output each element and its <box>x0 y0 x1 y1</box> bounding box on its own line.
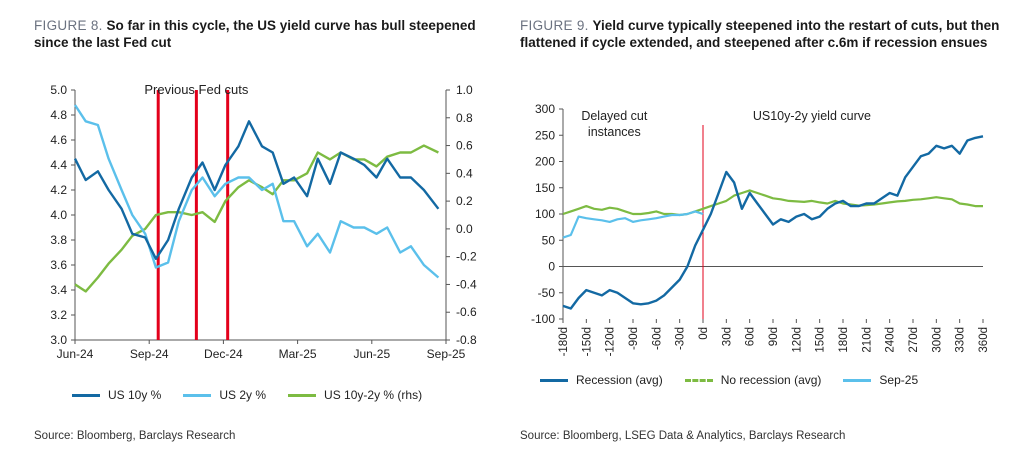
legend-label-sep25: Sep-25 <box>879 373 919 387</box>
y-tick-label: 200 <box>535 155 555 169</box>
figure8-source: Source: Bloomberg, Barclays Research <box>34 430 236 442</box>
legend-item-no-recession: No recession (avg) <box>684 373 822 387</box>
series-line-no-recession-avg <box>562 189 983 217</box>
x-tick-label: 300d <box>931 327 943 353</box>
fed-cuts-annotation: Previous Fed cuts <box>144 82 249 97</box>
y-tick-label: 150 <box>535 181 555 195</box>
delayed-cut-annotation-line: instances <box>588 125 641 139</box>
x-tick-label: -180d <box>558 327 570 356</box>
left-y-tick-label: 5.0 <box>50 83 67 97</box>
legend-swatch-spread <box>288 393 317 397</box>
figure9-number: FIGURE 9. <box>520 18 589 33</box>
x-tick-label: 180d <box>838 327 850 353</box>
figure9-legend: Recession (avg) No recession (avg) Sep-2… <box>540 373 940 387</box>
figure9-source: Source: Bloomberg, LSEG Data & Analytics… <box>520 430 846 442</box>
legend-swatch-sep25 <box>843 378 872 382</box>
legend-item-spread: US 10y-2y % (rhs) <box>288 388 422 402</box>
left-y-tick-label: 3.0 <box>50 333 67 347</box>
right-y-tick-label: -0.8 <box>456 333 477 347</box>
x-tick-label: -150d <box>581 327 593 356</box>
right-y-tick-label: 0.2 <box>456 194 473 208</box>
figure9-title: FIGURE 9. Yield curve typically steepene… <box>520 17 1000 51</box>
x-tick-label: Mar-25 <box>279 347 317 361</box>
right-y-tick-label: 0.4 <box>456 166 473 180</box>
x-tick-label: 330d <box>955 327 967 353</box>
series-line-us-10y <box>73 120 440 261</box>
x-tick-label: -120d <box>605 327 617 356</box>
left-y-tick-label: 4.2 <box>50 183 67 197</box>
legend-swatch-no-recession <box>684 378 713 382</box>
y-tick-label: 300 <box>535 102 555 116</box>
left-y-tick-label: 3.8 <box>50 233 67 247</box>
figure8-legend: US 10y % US 2y % US 10y-2y % (rhs) <box>72 388 444 402</box>
left-y-tick-label: 4.0 <box>50 208 67 222</box>
x-tick-label: 360d <box>978 327 990 353</box>
x-tick-label: -90d <box>628 327 640 350</box>
right-y-tick-label: 0.8 <box>456 111 473 125</box>
y-tick-label: -100 <box>531 312 555 326</box>
legend-item-us2y: US 2y % <box>183 388 266 402</box>
x-tick-label: Sep-25 <box>427 347 466 361</box>
x-tick-label: 210d <box>861 327 873 353</box>
figure8-number: FIGURE 8. <box>34 18 103 33</box>
series-line-us-10y-2y-rhs <box>74 144 439 293</box>
x-tick-label: 90d <box>768 327 780 346</box>
figure8-chart: 3.0 3.2 3.4 3.6 3.8 4.0 4.2 4.4 4.6 4.8 5.0 -0.8 -0.… <box>50 82 477 361</box>
x-tick-label: 30d <box>721 327 733 346</box>
x-tick-label: Dec-24 <box>204 347 243 361</box>
legend-item-us10y: US 10y % <box>72 388 161 402</box>
x-tick-label: Sep-24 <box>130 347 169 361</box>
x-tick-label: 270d <box>908 327 920 353</box>
legend-swatch-us10y <box>72 393 100 397</box>
legend-item-sep25: Sep-25 <box>843 373 918 387</box>
x-tick-label: -30d <box>675 327 687 350</box>
left-y-tick-label: 3.2 <box>50 308 67 322</box>
legend-label-us10y: US 10y % <box>108 388 162 402</box>
legend-swatch-us2y <box>183 393 212 397</box>
right-y-tick-label: -0.6 <box>456 305 477 319</box>
left-y-tick-label: 4.8 <box>50 108 67 122</box>
right-y-tick-label: -0.4 <box>456 277 477 291</box>
right-y-tick-label: 0.0 <box>456 222 473 236</box>
x-tick-label: 150d <box>815 327 827 353</box>
y-tick-label: 250 <box>535 128 555 142</box>
x-tick-label: Jun-24 <box>57 347 94 361</box>
legend-item-recession: Recession (avg) <box>540 373 663 387</box>
y-tick-label: 50 <box>542 233 556 247</box>
figure8-title: FIGURE 8. So far in this cycle, the US y… <box>34 17 494 51</box>
left-y-tick-label: 3.6 <box>50 258 67 272</box>
x-tick-label: 0d <box>698 327 710 340</box>
right-y-tick-label: 0.6 <box>456 139 473 153</box>
y-tick-label: 0 <box>548 260 555 274</box>
delayed-cut-annotation-line: Delayed cut <box>581 109 648 123</box>
x-tick-label: 240d <box>885 327 897 353</box>
x-tick-label: 60d <box>745 327 757 346</box>
legend-label-us2y: US 2y % <box>219 388 267 402</box>
series-line-recession-avg <box>562 135 984 310</box>
left-y-tick-label: 4.6 <box>50 133 67 147</box>
curve-annotation: US10y-2y yield curve <box>753 109 871 123</box>
left-y-tick-label: 3.4 <box>50 283 67 297</box>
right-y-tick-label: -0.2 <box>456 250 477 264</box>
figure8-title-text: So far in this cycle, the US yield curve… <box>34 18 476 50</box>
x-tick-label: 120d <box>791 327 803 353</box>
left-y-tick-label: 4.4 <box>50 158 67 172</box>
figure9-chart: -100 -50 0 50 100 150 200 250 300 -180d -150d -120d… <box>531 102 990 356</box>
figure9-title-text: Yield curve typically steepened into the… <box>520 18 1000 50</box>
x-tick-label: -60d <box>651 327 663 350</box>
legend-label-recession: Recession (avg) <box>576 373 663 387</box>
right-y-tick-label: 1.0 <box>456 83 473 97</box>
y-tick-label: 100 <box>535 207 555 221</box>
series-line-sep-25 <box>562 210 704 239</box>
x-tick-label: Jun-25 <box>353 347 390 361</box>
legend-label-no-recession: No recession (avg) <box>720 373 822 387</box>
legend-swatch-recession <box>540 378 568 382</box>
legend-label-spread: US 10y-2y % (rhs) <box>324 388 423 402</box>
series-line-us-2y <box>73 104 440 279</box>
y-tick-label: -50 <box>538 286 556 300</box>
